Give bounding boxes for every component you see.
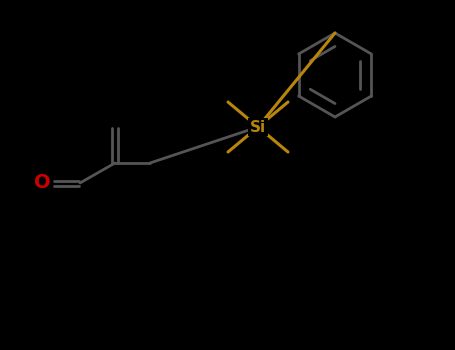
Text: Si: Si <box>250 119 266 134</box>
Text: O: O <box>34 174 51 192</box>
